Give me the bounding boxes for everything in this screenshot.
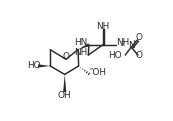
Text: ⁻: ⁻ [140,51,143,56]
Text: HO: HO [27,61,41,70]
Text: ″OH: ″OH [90,68,107,77]
Polygon shape [63,74,66,92]
Text: OH: OH [58,91,71,100]
Text: O: O [135,33,142,42]
Text: HO: HO [108,51,121,60]
Polygon shape [78,43,90,50]
Polygon shape [38,64,50,68]
Text: ⁺: ⁺ [133,40,136,45]
Text: NH: NH [97,22,110,30]
Text: O: O [136,51,143,60]
Text: 2: 2 [120,41,124,47]
Text: NH: NH [116,38,129,47]
Text: O: O [62,52,69,61]
Text: N: N [128,41,135,49]
Text: HN: HN [74,38,88,47]
Text: NH: NH [74,48,87,57]
